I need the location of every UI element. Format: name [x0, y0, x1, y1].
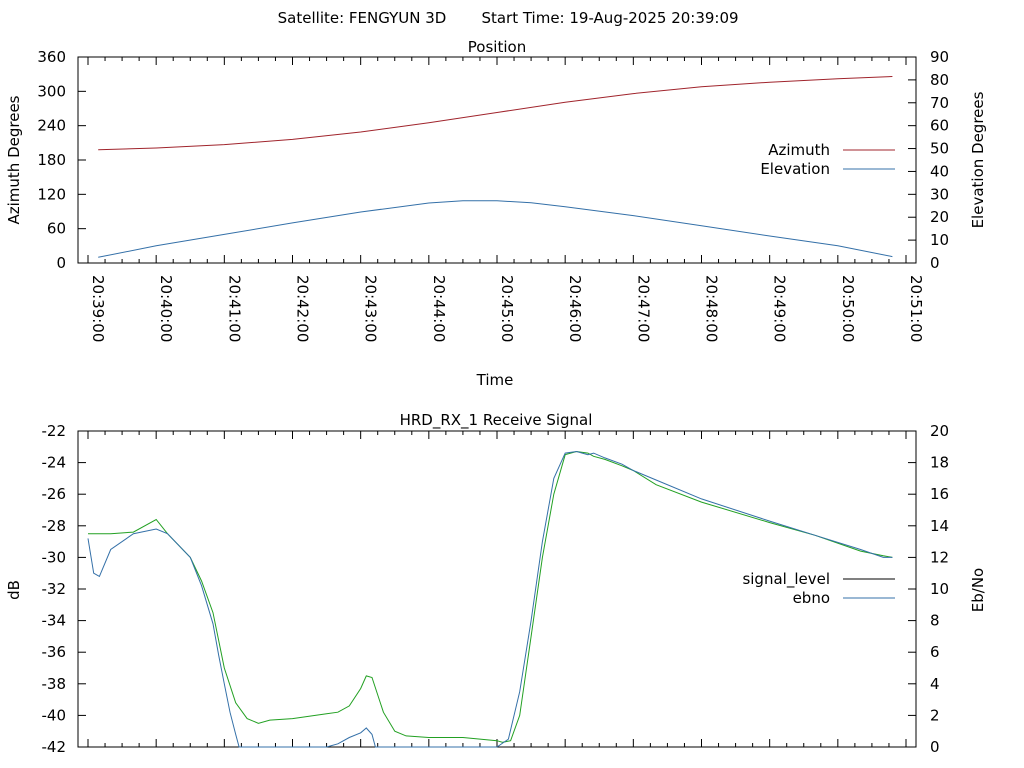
x-tick-label: 20:41:00	[225, 275, 243, 342]
y-tick-label: 360	[37, 48, 66, 66]
y-tick-label: -38	[42, 675, 67, 693]
legend-label: Elevation	[760, 160, 830, 178]
y-tick-label: -40	[42, 706, 67, 724]
signal-axis-ticks: -42 -40 -38 -36 -34 -32 -30 -28 -26 -24 -22 0 2 4 6 8 10…	[42, 422, 950, 756]
position-series	[98, 76, 893, 258]
y-tick-label: 240	[37, 117, 66, 135]
satellite-label: Satellite: FENGYUN 3D	[278, 9, 447, 27]
y2-tick-label: 50	[930, 140, 949, 158]
y2-tick-label: 0	[930, 254, 940, 272]
y-tick-label: 60	[47, 220, 66, 238]
signal-chart-title: HRD_RX_1 Receive Signal	[400, 411, 593, 430]
legend-label: Azimuth	[768, 141, 830, 159]
y2-tick-label: 10	[930, 580, 949, 598]
legend-label: ebno	[793, 589, 830, 607]
signal-plot-frame	[77, 430, 917, 748]
receive-signal-chart: HRD_RX_1 Receive Signal dB Eb/No -42-40-…	[5, 411, 987, 756]
position-chart: Position Time Azimuth Degrees Elevation …	[5, 38, 987, 389]
x-tick-label: 20:49:00	[771, 275, 789, 342]
y-tick-label: -36	[42, 643, 67, 661]
y-tick-label: -28	[42, 517, 67, 535]
y2-tick-label: 90	[930, 48, 949, 66]
y2-tick-label: 60	[930, 117, 949, 135]
y-tick-label: -22	[42, 422, 67, 440]
y2-tick-label: 10	[930, 231, 949, 249]
series-line-signal-level	[88, 450, 893, 743]
y-tick-label: -24	[42, 454, 67, 472]
position-y2-axis-label: Elevation Degrees	[969, 91, 987, 228]
y2-tick-label: 20	[930, 208, 949, 226]
y2-tick-label: 40	[930, 162, 949, 180]
y2-tick-label: 80	[930, 71, 949, 89]
x-tick-label: 20:43:00	[362, 275, 380, 342]
x-tick-label: 20:50:00	[839, 275, 857, 342]
x-tick-label: 20:39:00	[89, 275, 107, 342]
y2-tick-label: 14	[930, 517, 949, 535]
signal-y2-axis-label: Eb/No	[969, 568, 987, 612]
x-tick-label: 20:51:00	[907, 275, 925, 342]
y2-tick-label: 18	[930, 454, 949, 472]
series-line-azimuth	[98, 76, 893, 151]
y2-tick-label: 70	[930, 94, 949, 112]
y-tick-label: -34	[42, 612, 67, 630]
x-tick-label: 20:42:00	[294, 275, 312, 342]
y-tick-label: 120	[37, 185, 66, 203]
y2-tick-label: 2	[930, 706, 940, 724]
x-tick-label: 20:44:00	[430, 275, 448, 342]
y-tick-label: 180	[37, 151, 66, 169]
position-axis-ticks: 0 60 120 180 240 300 360 0 10 20 30 40 50 60 70 80 90 20:…	[37, 48, 949, 342]
y2-tick-label: 4	[930, 675, 940, 693]
position-y-axis-label: Azimuth Degrees	[5, 95, 23, 224]
position-chart-title: Position	[468, 38, 526, 56]
y2-tick-label: 12	[930, 548, 949, 566]
y-tick-label: -26	[42, 485, 67, 503]
series-line-ebno	[87, 450, 893, 748]
position-x-axis-label: Time	[476, 371, 514, 389]
signal-series	[87, 450, 893, 748]
x-tick-label: 20:48:00	[703, 275, 721, 342]
x-tick-label: 20:45:00	[498, 275, 516, 342]
y2-tick-label: 20	[930, 422, 949, 440]
y2-tick-label: 8	[930, 612, 940, 630]
x-tick-label: 20:40:00	[157, 275, 175, 342]
series-line-elevation	[98, 200, 893, 258]
y-tick-label: 0	[56, 254, 66, 272]
legend-label: signal_level	[742, 570, 830, 589]
y-tick-label: -42	[42, 738, 67, 756]
y-tick-label: 300	[37, 82, 66, 100]
start-time-label: Start Time: 19-Aug-2025 20:39:09	[481, 9, 738, 27]
y2-tick-label: 16	[930, 485, 949, 503]
x-tick-label: 20:47:00	[634, 275, 652, 342]
y2-tick-label: 0	[930, 738, 940, 756]
y2-tick-label: 6	[930, 643, 940, 661]
x-tick-label: 20:46:00	[566, 275, 584, 342]
signal-y-axis-label: dB	[5, 580, 23, 600]
y-tick-label: -30	[42, 548, 67, 566]
y2-tick-label: 30	[930, 185, 949, 203]
y-tick-label: -32	[42, 580, 67, 598]
